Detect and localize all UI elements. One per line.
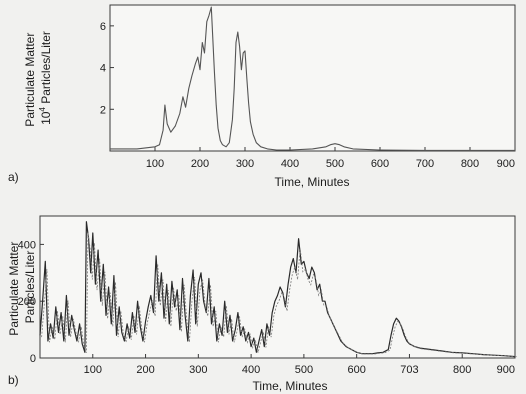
y-axis-label-a-line1: Particulate Matter	[23, 33, 37, 127]
x-tick-label-b-3: 400	[242, 364, 260, 376]
y-ticks-a: 2 4 6	[100, 21, 114, 116]
chart-panel-b: 100 200 300 400 500 600 703 800 900 0 200 400 Time…	[7, 215, 517, 393]
y-tick-label-b-2: 400	[18, 239, 36, 251]
y-tick-label-a-0: 2	[100, 104, 106, 116]
series-line-a-0	[110, 6, 515, 151]
y-tick-label-b-1: 200	[18, 296, 36, 308]
x-ticks-a: 100 200 300 400 500 600 700 800 900	[146, 147, 516, 170]
x-tick-label-b-5: 600	[347, 364, 365, 376]
plot-frame-b	[39, 215, 516, 359]
x-tick-label-b-1: 200	[136, 364, 154, 376]
y-axis-label-a: Particulate Matter 104 Particles/Liter	[23, 29, 53, 126]
x-tick-label-a-8: 900	[497, 158, 515, 170]
y-axis-label-b-line1: Particulate Matter	[7, 242, 21, 336]
x-tick-label-b-8: 900	[497, 364, 515, 376]
series-shadow-line-b-0	[41, 232, 517, 358]
x-tick-label-b-7: 800	[453, 364, 471, 376]
x-tick-label-a-6: 700	[416, 158, 434, 170]
y-tick-label-b-0: 0	[30, 353, 36, 365]
x-tick-label-a-4: 500	[326, 158, 344, 170]
x-tick-label-b-4: 500	[295, 364, 313, 376]
x-tick-label-a-5: 600	[371, 158, 389, 170]
x-tick-label-a-3: 400	[281, 158, 299, 170]
x-axis-label-a: Time, Minutes	[275, 175, 350, 189]
panel-label-a: a)	[8, 170, 19, 184]
panel-label-b: b)	[8, 373, 19, 387]
x-tick-label-a-1: 200	[191, 158, 209, 170]
x-tick-label-b-0: 100	[84, 364, 102, 376]
series-group-b	[39, 221, 517, 358]
x-tick-label-a-0: 100	[146, 158, 164, 170]
y-tick-label-a-2: 6	[100, 21, 106, 33]
series-group-a	[110, 6, 515, 151]
y-axis-label-a-line2: 104 Particles/Liter	[38, 31, 53, 125]
x-axis-label-b: Time, Minutes	[253, 379, 328, 393]
chart-panel-a: 100 200 300 400 500 600 700 800 900 2 4 6 Time, Mi…	[8, 4, 516, 189]
x-tick-label-b-2: 300	[189, 364, 207, 376]
x-tick-label-a-2: 300	[236, 158, 254, 170]
plot-frame-a	[109, 4, 516, 152]
x-tick-label-b-6: 703	[400, 364, 418, 376]
y-axis-label-b-line2: Particles/Liter	[23, 251, 37, 324]
y-ticks-b: 0 200 400	[18, 239, 44, 365]
y-tick-label-a-1: 4	[100, 63, 106, 75]
x-tick-label-a-7: 800	[461, 158, 479, 170]
x-ticks-b: 100 200 300 400 500 600 703 800 900	[84, 354, 516, 376]
y-axis-label-b: Particulate Matter Particles/Liter	[7, 238, 37, 335]
